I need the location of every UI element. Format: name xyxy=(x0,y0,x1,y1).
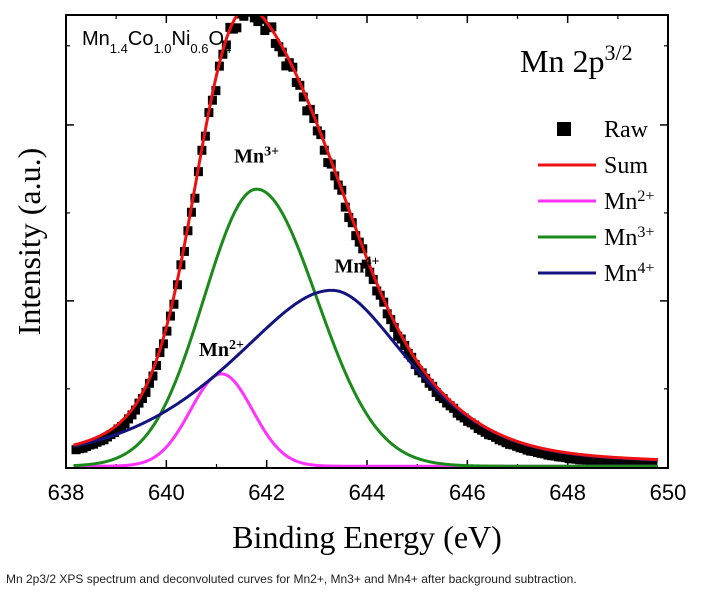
raw-point xyxy=(246,0,255,9)
annotation-mn-3+: Mn3+ xyxy=(234,144,279,168)
raw-point xyxy=(382,309,392,319)
raw-point xyxy=(169,299,179,309)
chart-title: Mn 2p3/2 xyxy=(520,40,633,80)
raw-point xyxy=(232,23,242,33)
annotation-mn-2+: Mn2+ xyxy=(199,337,244,361)
raw-point xyxy=(389,322,399,332)
raw-point xyxy=(148,371,158,381)
raw-point xyxy=(190,193,200,203)
curve-mn4 xyxy=(73,288,659,462)
raw-point xyxy=(120,419,130,429)
raw-point xyxy=(365,267,375,277)
raw-point xyxy=(256,16,266,24)
legend-label-mn4: Mn4+ xyxy=(604,260,654,288)
legend-label-mn3: Mn3+ xyxy=(604,224,654,252)
raw-point xyxy=(127,410,137,420)
x-axis-label: Binding Energy (eV) xyxy=(232,519,502,555)
raw-point xyxy=(151,360,161,370)
xps-chart: 638 640 642 644 646 648 650 Binding Energy (eV)… xyxy=(11,0,687,555)
raw-point xyxy=(417,368,427,378)
raw-point xyxy=(340,202,350,212)
raw-point xyxy=(333,180,343,190)
legend-label-mn2: Mn2+ xyxy=(604,188,654,216)
raw-point xyxy=(144,378,154,388)
x-tick-label: 650 xyxy=(650,480,687,505)
raw-point xyxy=(298,92,308,102)
y-axis-label: Intensity (a.u.) xyxy=(11,148,47,336)
raw-point xyxy=(211,86,221,96)
raw-point xyxy=(277,47,287,57)
raw-point xyxy=(162,326,172,336)
raw-point xyxy=(396,334,406,344)
raw-point xyxy=(361,259,371,269)
legend-label-sum: Sum xyxy=(604,153,648,179)
raw-point xyxy=(134,398,144,408)
annotation-mn-4+: Mn4+ xyxy=(334,254,379,278)
raw-point xyxy=(319,145,329,155)
raw-point xyxy=(137,394,147,404)
raw-point xyxy=(344,213,354,223)
raw-point xyxy=(130,405,140,415)
x-tick-label: 642 xyxy=(248,480,285,505)
legend-label-raw: Raw xyxy=(604,117,649,143)
curves-group xyxy=(71,0,659,467)
x-tick-label: 638 xyxy=(48,480,85,505)
raw-point xyxy=(410,360,420,370)
raw-point xyxy=(239,16,249,21)
raw-point xyxy=(400,340,410,350)
raw-point xyxy=(407,352,417,362)
raw-point xyxy=(221,40,231,50)
x-tick-label: 646 xyxy=(449,480,486,505)
raw-point xyxy=(330,171,340,181)
x-tick-label: 644 xyxy=(349,480,386,505)
raw-point xyxy=(158,339,168,349)
raw-point xyxy=(351,231,361,241)
raw-point xyxy=(648,460,658,467)
raw-point xyxy=(368,275,378,285)
sample-label: Mn1.4Co1.0Ni0.6O4 xyxy=(82,28,231,56)
x-tick-label: 648 xyxy=(549,480,586,505)
curve-sum xyxy=(73,16,659,462)
figure-caption: Mn 2p3/2 XPS spectrum and deconvoluted c… xyxy=(6,572,577,586)
curve-mn3 xyxy=(73,187,658,467)
raw-point xyxy=(386,315,396,325)
x-tick-label: 640 xyxy=(148,480,185,505)
raw-point xyxy=(274,42,284,52)
plot-frame xyxy=(65,14,669,469)
raw-point xyxy=(141,387,151,397)
raw-point xyxy=(242,16,252,17)
raw-point xyxy=(449,403,459,413)
legend: Raw Sum Mn2+ Mn3+ Mn4+ xyxy=(538,117,654,287)
plot-area: 638 640 642 644 646 648 650 Binding Energy (eV)… xyxy=(11,0,687,555)
legend-marker-raw xyxy=(557,122,571,136)
